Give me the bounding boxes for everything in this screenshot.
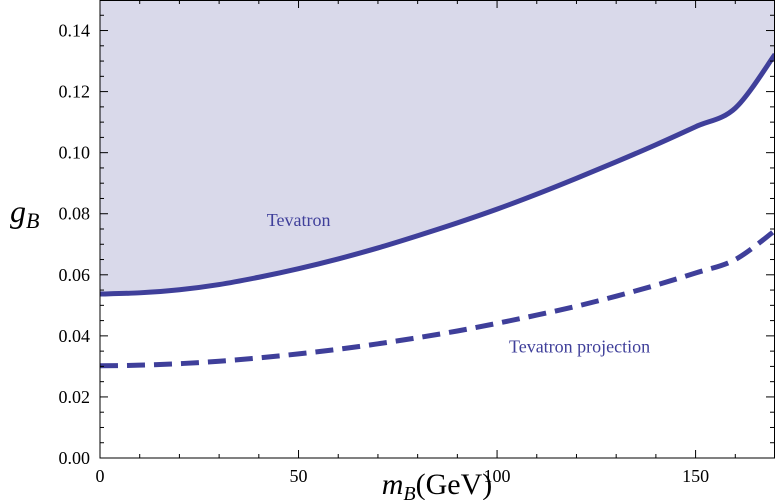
x-tick-label: 0 xyxy=(96,466,105,486)
excluded-region-tevatron xyxy=(100,0,775,295)
y-tick-label: 0.00 xyxy=(59,448,91,468)
series-line-tevatron-projection xyxy=(100,228,775,369)
x-axis-label: mB(GeV) xyxy=(382,468,493,500)
x-tick-label: 100 xyxy=(484,466,511,486)
y-tick-label: 0.02 xyxy=(59,387,91,407)
series-annotation: Tevatron xyxy=(267,210,331,230)
y-tick-label: 0.12 xyxy=(59,82,91,102)
y-tick-label: 0.08 xyxy=(59,204,91,224)
series-line-tevatron xyxy=(100,52,775,297)
y-axis-label: gB xyxy=(10,193,39,233)
series-annotation: Tevatron projection xyxy=(509,337,650,357)
x-tick-label: 150 xyxy=(682,466,709,486)
y-tick-label: 0.10 xyxy=(59,143,91,163)
y-tick-label: 0.14 xyxy=(59,21,91,41)
y-tick-label: 0.04 xyxy=(59,326,91,346)
y-tick-label: 0.06 xyxy=(59,265,91,285)
x-tick-label: 50 xyxy=(290,466,308,486)
